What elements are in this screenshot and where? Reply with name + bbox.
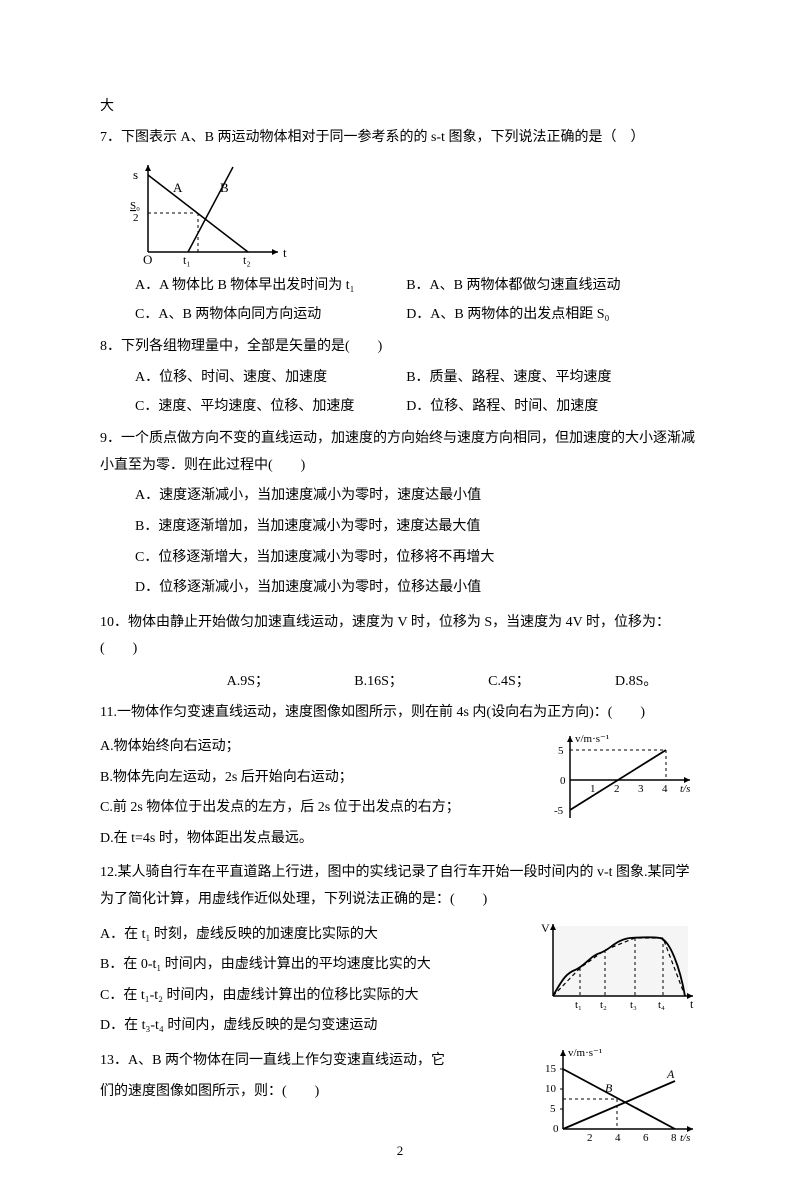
q12-optD: D．在 t₃-t₄ 时间内，虚线反映的是匀变速运动 bbox=[100, 1013, 527, 1040]
q7-O-label: O bbox=[143, 252, 152, 267]
q11-optC: C.前 2s 物体位于出发点的左方，后 2s 位于出发点的右方； bbox=[100, 795, 542, 822]
q7-t-label: t bbox=[283, 245, 287, 260]
q13-row: 13．A、B 两个物体在同一直线上作匀变速直线运动，它 们的速度图像如图所示，则… bbox=[100, 1044, 700, 1144]
q13-stem2: 们的速度图像如图所示，则：( ) bbox=[100, 1079, 527, 1106]
q10-optC: C.4S； bbox=[488, 669, 530, 696]
q11-ytick-5: 5 bbox=[558, 745, 564, 757]
q7-s0-bot: 2 bbox=[133, 212, 139, 224]
q11-xtick-1: 1 bbox=[590, 783, 596, 795]
q12-ylabel: V bbox=[541, 921, 550, 935]
q13-B: B bbox=[605, 1081, 613, 1095]
q9-optD: D．位移逐渐减小，当加速度减小为零时，位移达最小值 bbox=[100, 575, 700, 602]
q10-optB: B.16S； bbox=[354, 669, 403, 696]
q12-xlabel: t bbox=[690, 997, 694, 1011]
q9-stem: 9．一个质点做方向不变的直线运动，加速度的方向始终与速度方向相同，但加速度的大小… bbox=[100, 426, 700, 479]
q8-optD: D．位移、路程、时间、加速度 bbox=[406, 394, 677, 421]
q7-A-label: A bbox=[173, 180, 183, 195]
q7-B-label: B bbox=[220, 180, 229, 195]
q13-y5: 5 bbox=[550, 1103, 556, 1115]
q7-optB: B．A、B 两物体都做匀速直线运动 bbox=[406, 273, 677, 300]
q11-xtick-2: 2 bbox=[614, 783, 620, 795]
q7-stem: 7．下图表示 A、B 两运动物体相对于同一参考系的的 s-t 图象，下列说法正确… bbox=[100, 125, 700, 152]
q12-xtick-3: t₃ bbox=[630, 999, 637, 1011]
q11-row: A.物体始终向右运动； B.物体先向左运动，2s 后开始向右运动； C.前 2s… bbox=[100, 730, 700, 856]
q11-optB: B.物体先向左运动，2s 后开始向右运动； bbox=[100, 765, 542, 792]
q7-optD: D．A、B 两物体的出发点相距 S₀ bbox=[406, 302, 677, 329]
prelude-text: 大 bbox=[100, 94, 700, 121]
q11-ytick-0: 0 bbox=[560, 775, 566, 787]
q13-stem1: 13．A、B 两个物体在同一直线上作匀变速直线运动，它 bbox=[100, 1048, 527, 1075]
q12-xtick-4: t₄ bbox=[658, 999, 665, 1011]
q11-xlabel: t/s bbox=[680, 783, 690, 795]
q12-optA: A．在 t₁ 时刻，虚线反映的加速度比实际的大 bbox=[100, 922, 527, 949]
page-number: 2 bbox=[0, 1139, 800, 1164]
q7-t2-label: t₂ bbox=[243, 253, 251, 267]
q11-stem: 11.一物体作匀变速直线运动，速度图像如图所示，则在前 4s 内(设向右为正方向… bbox=[100, 700, 700, 727]
q11-xtick-4: 4 bbox=[662, 783, 668, 795]
q8-optC: C．速度、平均速度、位移、加速度 bbox=[135, 394, 406, 421]
q10: 10．物体由静止开始做匀加速直线运动，速度为 V 时，位移为 S，当速度为 4V… bbox=[100, 606, 700, 667]
q7-optA: A．A 物体比 B 物体早出发时间为 t₁ bbox=[135, 273, 406, 300]
q7-figure: s t O t₁ t₂ A B S₀ 2 bbox=[128, 157, 700, 267]
q8-optB: B．质量、路程、速度、平均速度 bbox=[406, 365, 677, 392]
q7-s0-top: S₀ bbox=[130, 200, 140, 212]
q12-xtick-2: t₂ bbox=[600, 999, 607, 1011]
q7-s-label: s bbox=[133, 167, 138, 182]
q12-xtick-1: t₁ bbox=[575, 999, 582, 1011]
q12-stem: 12.某人骑自行车在平直道路上行进，图中的实线记录了自行车开始一段时间内的 v-… bbox=[100, 860, 700, 913]
q11-xtick-3: 3 bbox=[638, 783, 644, 795]
q11-ylabel: v/m·s⁻¹ bbox=[575, 733, 609, 745]
q10-optD: D.8S。 bbox=[615, 669, 657, 696]
q13-y15: 15 bbox=[545, 1063, 557, 1075]
q8-stem: 8．下列各组物理量中，全部是矢量的是( ) bbox=[100, 334, 700, 361]
q12-figure: V t t₁ t₂ t₃ t₄ bbox=[535, 918, 700, 1013]
exam-page: 大 7．下图表示 A、B 两运动物体相对于同一参考系的的 s-t 图象，下列说法… bbox=[0, 0, 800, 1184]
q7-optC: C．A、B 两物体向同方向运动 bbox=[135, 302, 406, 329]
q11-ytick-m5: -5 bbox=[554, 805, 564, 817]
q12-row: A．在 t₁ 时刻，虚线反映的加速度比实际的大 B．在 0-t₁ 时间内，由虚线… bbox=[100, 918, 700, 1044]
q13-ylabel: v/m·s⁻¹ bbox=[568, 1047, 602, 1059]
q9-optA: A．速度逐渐减小，当加速度减小为零时，速度达最小值 bbox=[100, 483, 700, 510]
q8-optA: A．位移、时间、速度、加速度 bbox=[135, 365, 406, 392]
q7-options: A．A 物体比 B 物体早出发时间为 t₁ B．A、B 两物体都做匀速直线运动 … bbox=[135, 273, 700, 330]
q13-y0: 0 bbox=[553, 1123, 559, 1135]
q7-t1-label: t₁ bbox=[183, 253, 191, 267]
q12-optC: C．在 t₁-t₂ 时间内，由虚线计算出的位移比实际的大 bbox=[100, 983, 527, 1010]
q13-figure: v/m·s⁻¹ t/s 15 10 5 0 2 4 6 8 A bbox=[535, 1044, 700, 1144]
q13-A: A bbox=[666, 1067, 675, 1081]
q11-optD: D.在 t=4s 时，物体距出发点最远。 bbox=[100, 826, 542, 853]
q8-options: A．位移、时间、速度、加速度 B．质量、路程、速度、平均速度 C．速度、平均速度… bbox=[135, 365, 700, 422]
q9-optC: C．位移逐渐增大，当加速度减小为零时，位移将不再增大 bbox=[100, 545, 700, 572]
q9-optB: B．速度逐渐增加，当加速度减小为零时，速度达最大值 bbox=[100, 514, 700, 541]
q10-optA: A.9S； bbox=[227, 669, 269, 696]
q10-stem: 10．物体由静止开始做匀加速直线运动，速度为 V 时，位移为 S，当速度为 4V… bbox=[100, 610, 700, 663]
q13-y10: 10 bbox=[545, 1083, 557, 1095]
q10-options: A.9S； B.16S； C.4S； D.8S。 bbox=[100, 669, 700, 696]
q11-figure: 5 0 -5 1 2 3 4 v/m·s⁻¹ t/s bbox=[550, 730, 700, 825]
q11-optA: A.物体始终向右运动； bbox=[100, 734, 542, 761]
q12-optB: B．在 0-t₁ 时间内，由虚线计算出的平均速度比实的大 bbox=[100, 952, 527, 979]
